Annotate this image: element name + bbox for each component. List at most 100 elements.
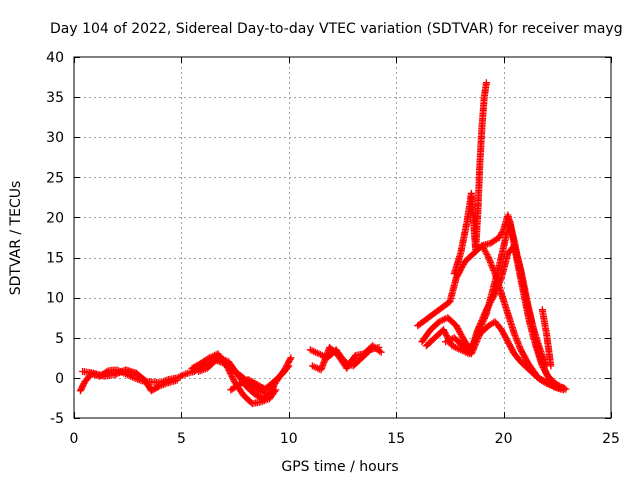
data-point — [512, 333, 520, 341]
y-tick-label: 25 — [46, 170, 64, 186]
data-point — [470, 344, 478, 352]
data-point — [509, 347, 517, 355]
data-point — [538, 351, 546, 359]
data-point — [230, 376, 237, 384]
data-point — [514, 339, 522, 347]
data-point — [550, 383, 558, 391]
y-tick-label: -5 — [50, 411, 64, 427]
x-tick-label: 5 — [177, 431, 186, 447]
y-tick-label: 20 — [46, 210, 64, 226]
data-point — [272, 386, 280, 394]
data-point — [471, 341, 479, 349]
data-point — [500, 330, 508, 338]
data-point — [502, 335, 510, 343]
data-point — [536, 346, 544, 354]
data-point — [541, 366, 549, 374]
data-point — [286, 355, 294, 363]
x-tick-label: 15 — [387, 431, 405, 447]
y-tick-label: 5 — [55, 331, 64, 347]
data-point — [468, 348, 476, 356]
data-point — [503, 336, 511, 344]
plot-frame — [73, 56, 612, 419]
data-point — [472, 339, 480, 347]
data-point — [516, 344, 524, 352]
data-point — [483, 251, 491, 258]
data-point — [473, 336, 481, 344]
data-point — [506, 342, 514, 350]
data-point — [522, 355, 530, 363]
data-point — [501, 332, 509, 340]
data-point — [519, 350, 527, 358]
data-point — [480, 314, 488, 322]
data-point — [510, 330, 518, 338]
x-axis-label: GPS time / hours — [281, 459, 398, 475]
data-point — [285, 362, 293, 370]
data-point — [78, 384, 86, 392]
y-axis-label: SDTVAR / TECUs — [8, 181, 24, 296]
data-point — [481, 246, 488, 254]
data-point — [498, 327, 506, 335]
data-point — [173, 376, 181, 384]
data-point — [477, 322, 485, 330]
data-point — [496, 278, 503, 286]
x-tick-label: 0 — [70, 431, 79, 447]
chart-title: Day 104 of 2022, Sidereal Day-to-day VTE… — [50, 21, 623, 37]
data-point — [227, 371, 235, 379]
data-point — [479, 317, 487, 325]
data-point — [513, 336, 521, 344]
data-point — [284, 363, 292, 371]
data-point — [469, 347, 477, 355]
data-point — [482, 79, 490, 87]
data-point — [517, 346, 525, 354]
data-point — [498, 326, 505, 334]
data-point — [539, 354, 547, 362]
data-point — [376, 347, 384, 355]
data-point — [547, 362, 555, 370]
data-point — [287, 354, 295, 362]
data-point — [481, 313, 489, 321]
y-tick-label: 40 — [46, 50, 64, 66]
y-tick-label: 0 — [55, 371, 64, 387]
data-point — [494, 282, 502, 290]
x-tick-label: 25 — [602, 431, 620, 447]
data-point — [484, 252, 492, 260]
data-point — [543, 371, 551, 379]
data-point — [478, 321, 486, 328]
data-point — [502, 333, 509, 341]
data-point — [504, 338, 512, 346]
data-point — [115, 369, 123, 377]
data-points — [76, 79, 570, 408]
data-point — [499, 227, 507, 235]
data-point — [505, 339, 513, 347]
data-point — [452, 322, 460, 330]
data-point — [111, 371, 119, 379]
data-point — [488, 263, 496, 271]
y-tick-label: 10 — [46, 291, 64, 307]
data-point — [155, 383, 162, 391]
axis-ticks: 0 5 10 15 20 25 -5 0 5 10 15 20 25 30 35 40 — [46, 50, 620, 447]
y-tick-label: 15 — [46, 251, 64, 267]
y-tick-label: 35 — [46, 90, 64, 106]
data-point — [520, 352, 528, 360]
data-point — [112, 370, 120, 378]
data-point — [263, 390, 271, 398]
data-point — [228, 373, 236, 381]
data-point — [456, 329, 464, 337]
data-point — [497, 275, 505, 283]
data-point — [542, 368, 549, 376]
data-point — [77, 385, 85, 393]
data-point — [474, 334, 482, 342]
x-tick-label: 10 — [280, 431, 298, 447]
data-point — [487, 260, 495, 268]
data-point — [229, 374, 237, 382]
data-point — [508, 345, 516, 353]
data-point — [506, 341, 513, 349]
data-point — [271, 387, 279, 395]
data-point — [518, 349, 526, 357]
y-tick-label: 30 — [46, 130, 64, 146]
data-point — [507, 344, 515, 352]
data-point — [521, 353, 529, 361]
data-point — [518, 347, 526, 355]
data-point — [103, 368, 111, 376]
data-point — [560, 386, 568, 394]
